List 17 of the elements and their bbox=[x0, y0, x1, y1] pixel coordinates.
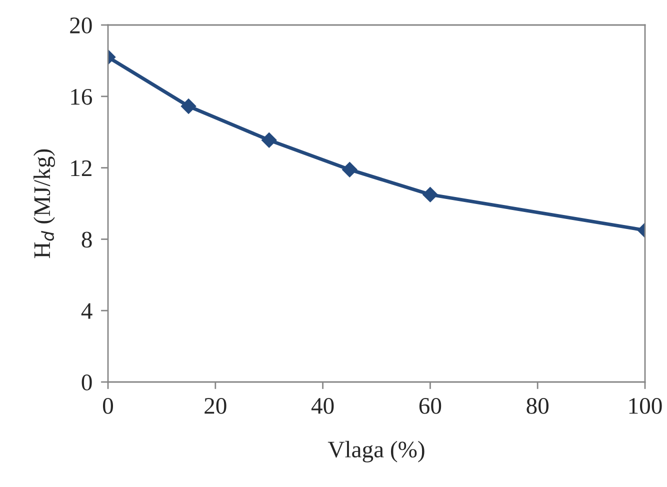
x-tick-label: 20 bbox=[204, 398, 226, 414]
point bbox=[262, 132, 277, 148]
y-tick-label: 4 bbox=[81, 303, 92, 319]
y-tick-label: 8 bbox=[82, 232, 92, 248]
y-tick-label: 0 bbox=[82, 374, 92, 390]
y-tick-label: 16 bbox=[71, 88, 92, 105]
x-tick-label: 60 bbox=[419, 398, 442, 414]
y-tick-label: 20 bbox=[70, 17, 92, 34]
x-tick-label: 100 bbox=[629, 398, 662, 414]
x-tick-label: 80 bbox=[526, 398, 549, 414]
x-axis-title: Vlaga (%) bbox=[328, 440, 424, 462]
point bbox=[422, 187, 438, 202]
point bbox=[342, 162, 358, 178]
x-tick-label: 40 bbox=[311, 398, 334, 414]
x-tick-label: 0 bbox=[102, 398, 114, 414]
y-tick-label: 12 bbox=[71, 160, 92, 176]
y-axis-title: H$_{d}$ (MJ/kg) bbox=[34, 149, 55, 258]
